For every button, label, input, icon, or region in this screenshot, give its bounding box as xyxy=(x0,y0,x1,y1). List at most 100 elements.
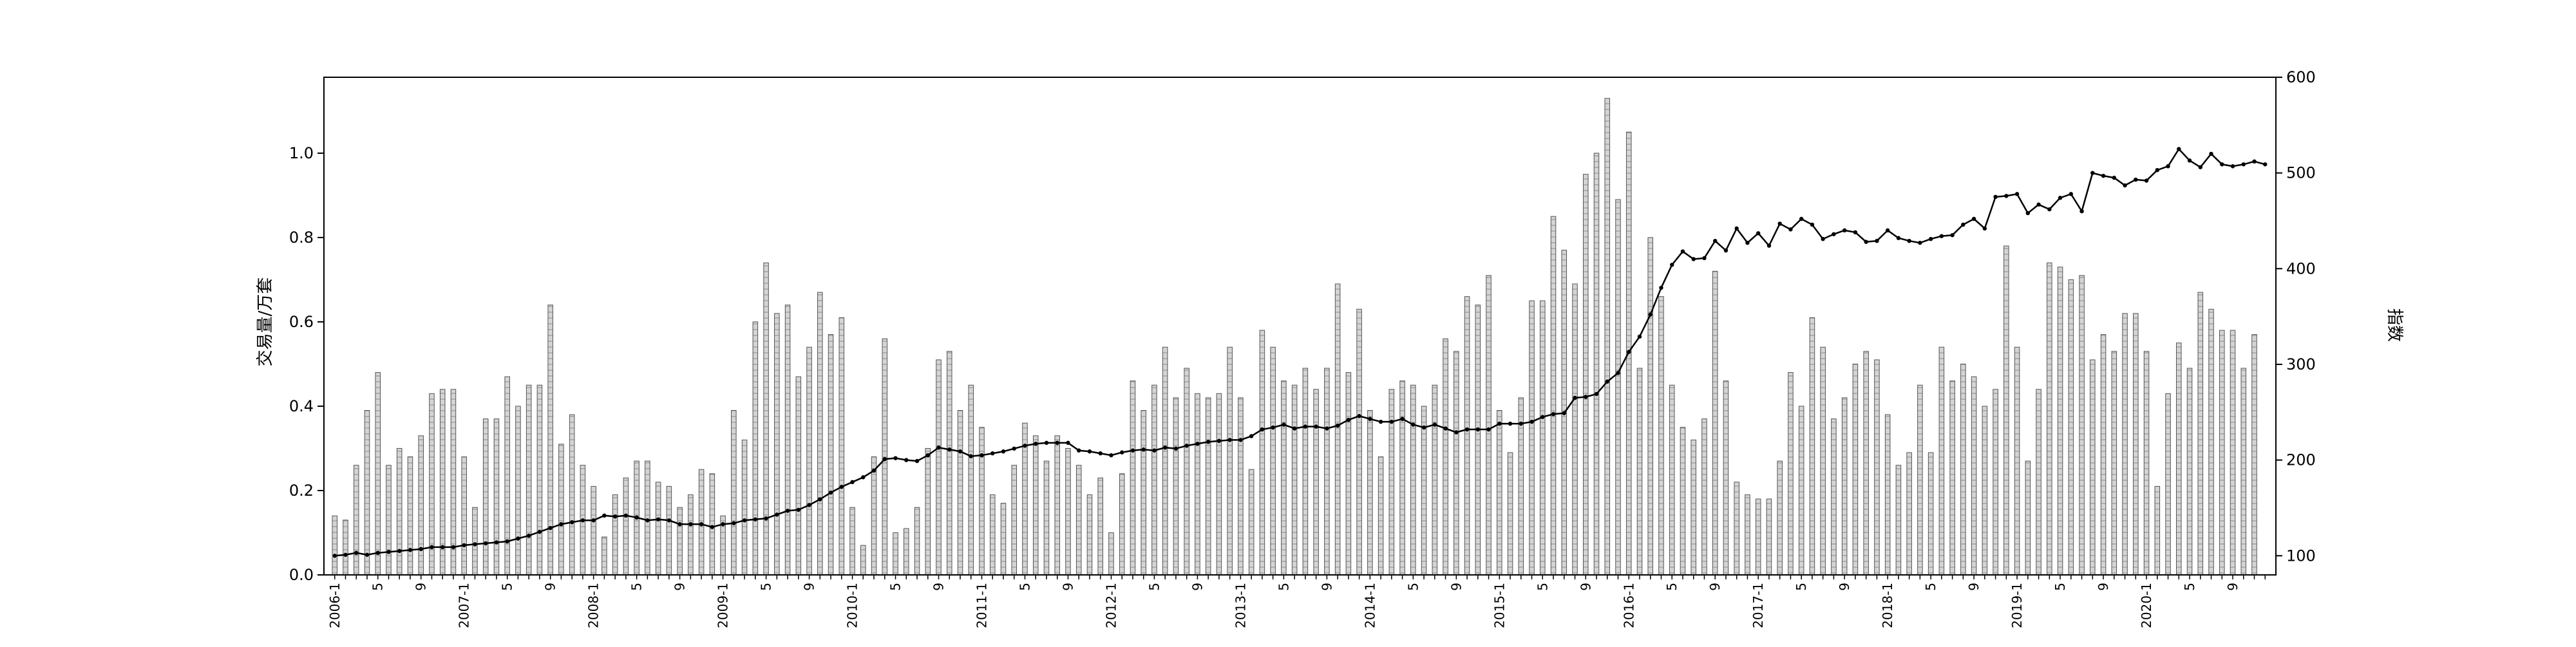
bar xyxy=(1647,237,1654,576)
bar xyxy=(1593,153,1600,576)
bar xyxy=(763,262,769,576)
bar xyxy=(795,376,802,576)
bar xyxy=(1895,465,1902,576)
index-point xyxy=(397,549,402,554)
bar xyxy=(493,418,500,576)
bar xyxy=(1032,435,1039,576)
index-point xyxy=(1044,440,1049,445)
index-point xyxy=(1421,425,1426,430)
bar xyxy=(1399,380,1405,576)
index-point xyxy=(1238,438,1243,442)
bar xyxy=(1454,351,1459,576)
bar xyxy=(1227,346,1233,576)
bar xyxy=(688,494,694,576)
index-point xyxy=(1799,216,1804,221)
index-point xyxy=(2155,167,2159,173)
index-point xyxy=(2166,164,2170,169)
bar xyxy=(2133,313,2139,576)
left-tick-label: 0.0 xyxy=(289,566,314,584)
index-point xyxy=(1260,427,1265,432)
index-point xyxy=(548,525,553,530)
bar xyxy=(1238,397,1244,576)
bar xyxy=(1184,368,1189,576)
index-point xyxy=(2209,151,2213,156)
bar xyxy=(2197,292,2204,576)
bar xyxy=(1529,300,1535,576)
plot-frame xyxy=(323,77,2277,576)
bar xyxy=(461,456,467,576)
index-point xyxy=(1584,395,1588,399)
bar xyxy=(1388,389,1395,576)
bar xyxy=(1432,384,1438,576)
bar xyxy=(1572,283,1578,576)
index-point xyxy=(1055,440,1059,445)
x-tick-label: 2009-1 xyxy=(715,583,731,628)
right-axis-label: 指数 xyxy=(2385,308,2404,342)
x-tick-label: 2014-1 xyxy=(1362,583,1378,628)
index-point xyxy=(419,547,423,552)
index-point xyxy=(1659,285,1663,290)
bar xyxy=(1108,532,1114,576)
axes-layer: 0.0 0.2 0.4 0.6 0.8 1.0 100 200 300 400 500 600 2006… xyxy=(289,68,2316,628)
bar xyxy=(1917,384,1923,576)
index-point xyxy=(591,518,596,523)
bar xyxy=(386,465,392,576)
index-point xyxy=(1001,449,1006,454)
bar xyxy=(1971,376,1977,576)
x-tick-label: 5 xyxy=(1664,583,1680,591)
index-point xyxy=(1162,445,1168,450)
bar xyxy=(784,305,791,576)
bar xyxy=(849,507,855,576)
index-point xyxy=(1130,448,1135,453)
right-tick-label: 600 xyxy=(2286,68,2316,86)
bar xyxy=(1195,393,1200,576)
index-point xyxy=(764,516,768,521)
index-point xyxy=(1939,234,1944,238)
bar xyxy=(2240,368,2247,576)
index-point xyxy=(612,514,618,519)
index-point xyxy=(1389,419,1394,424)
bar xyxy=(1162,346,1168,576)
index-point xyxy=(1271,425,1275,430)
bar xyxy=(1345,372,1352,576)
index-point xyxy=(1777,221,1782,226)
bar xyxy=(655,482,661,576)
bar xyxy=(1831,418,1837,576)
index-point xyxy=(1821,237,1825,241)
bar xyxy=(1205,397,1211,576)
x-tick-label: 5 xyxy=(2052,583,2068,591)
bar xyxy=(1960,363,1966,576)
left-axis-label: 交易量/万套 xyxy=(256,277,275,367)
index-point xyxy=(947,447,952,452)
index-point xyxy=(473,542,477,547)
bar xyxy=(925,447,931,576)
bar xyxy=(1421,406,1427,576)
index-point xyxy=(1670,263,1674,267)
x-tick-label: 9 xyxy=(413,583,429,591)
x-tick-label: 9 xyxy=(1837,583,1852,591)
bar xyxy=(2165,393,2171,576)
index-point xyxy=(1573,395,1577,400)
index-point xyxy=(580,518,585,523)
bar xyxy=(536,384,543,576)
bar xyxy=(1583,174,1589,576)
index-point xyxy=(1734,226,1739,231)
bar xyxy=(558,444,564,576)
bar xyxy=(860,545,866,576)
index-point xyxy=(710,525,715,529)
bar xyxy=(1000,503,1007,576)
bar xyxy=(612,494,618,576)
index-point xyxy=(2144,178,2149,183)
x-tick-label: 2015-1 xyxy=(1492,583,1507,628)
index-point xyxy=(1357,414,1361,418)
index-point xyxy=(1303,424,1308,429)
index-point xyxy=(871,468,876,473)
x-tick-label: 2018-1 xyxy=(1880,583,1895,628)
bar xyxy=(343,520,348,576)
bar xyxy=(968,384,974,576)
bar xyxy=(1938,346,1945,576)
index-point xyxy=(1173,446,1179,451)
bar xyxy=(2003,245,2009,576)
x-tick-label: 5 xyxy=(1017,583,1032,591)
